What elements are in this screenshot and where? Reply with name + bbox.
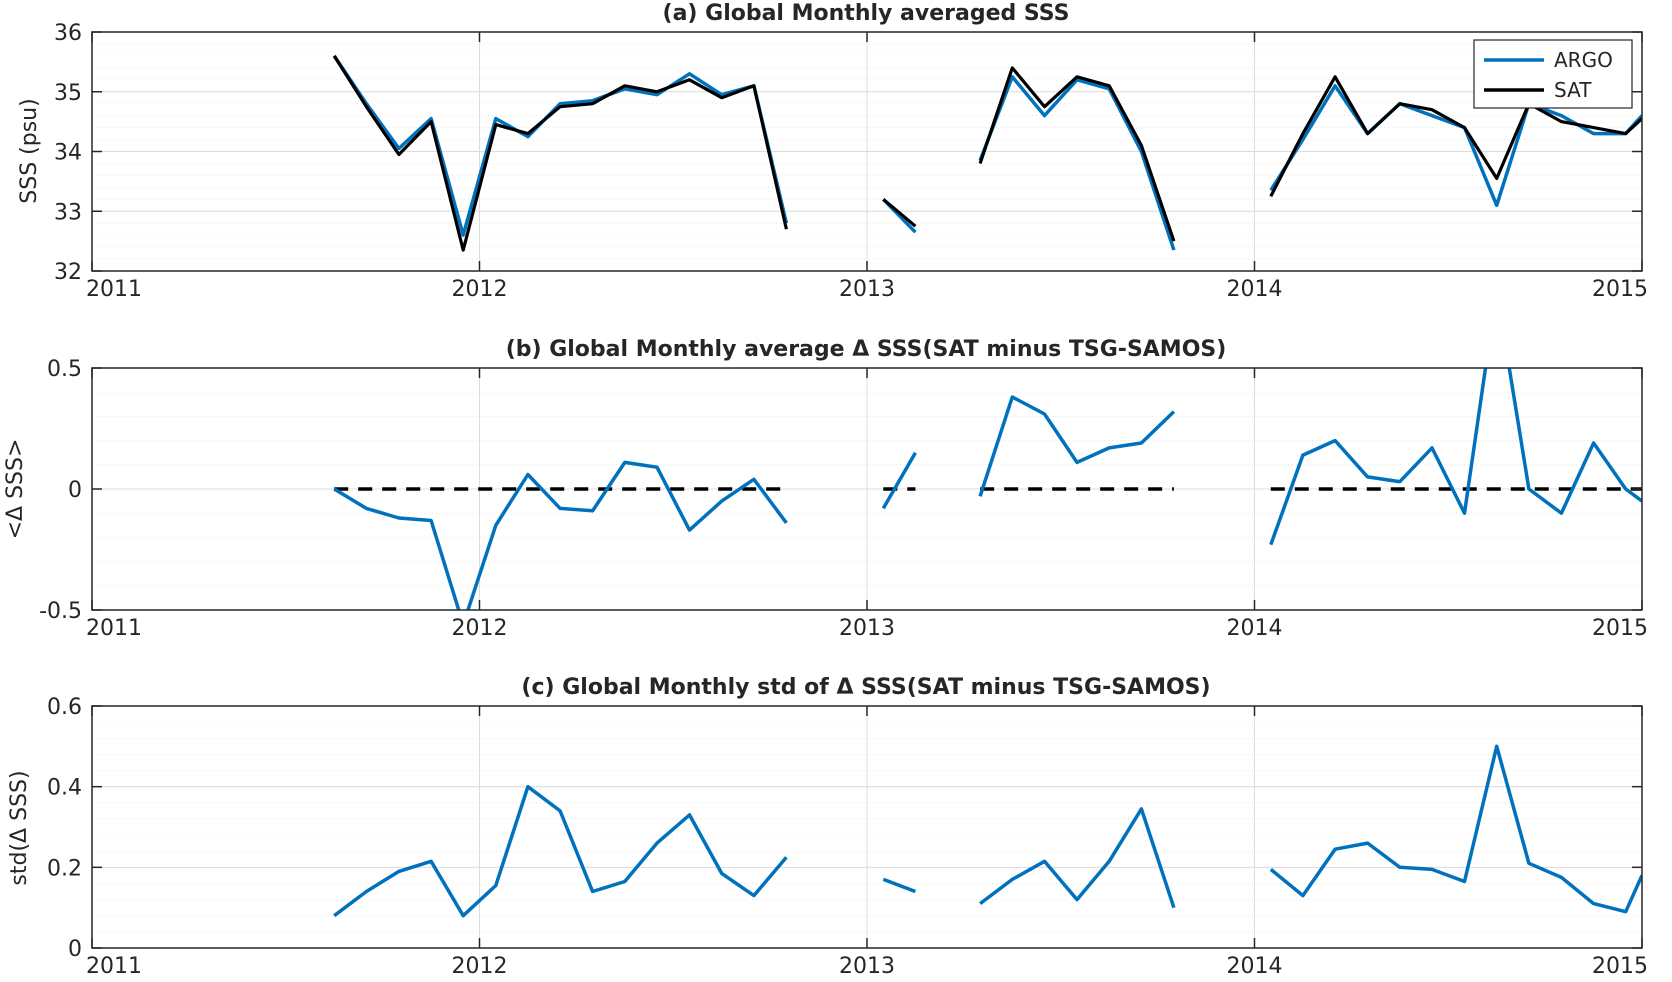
panel-b-ytick-label: 0.5 (47, 357, 82, 382)
panel-a-sat-line (978, 66, 1176, 242)
panel-a-sat-line (1269, 75, 1642, 198)
panel-b-series-line (881, 451, 917, 510)
panel-a-argo-line (332, 54, 789, 237)
panel-b: (b) Global Monthly average Δ SSS(SAT min… (3, 337, 1648, 641)
panel-a-xtick-label: 2013 (839, 277, 895, 302)
panel-b-xtick-label: 2013 (839, 616, 895, 641)
panel-a-series-sat (332, 55, 1642, 252)
panel-c-title: (c) Global Monthly std of Δ SSS(SAT minu… (521, 675, 1210, 700)
panel-a-argo-line (978, 75, 1176, 251)
panel-a-legend-box (1473, 39, 1633, 109)
panel-b-xtick-label: 2015 (1592, 616, 1648, 641)
panel-c: (c) Global Monthly std of Δ SSS(SAT minu… (7, 675, 1648, 979)
panel-c-ytick-label: 0 (68, 937, 82, 962)
panel-a-series-argo (332, 54, 1642, 251)
panel-a-ytick-label: 36 (54, 21, 82, 46)
panel-a-xtick-label: 2011 (86, 277, 142, 302)
panel-a-sat-line (882, 198, 917, 228)
panel-b-series-line (333, 460, 788, 610)
panel-a-xtick-label: 2015 (1592, 277, 1648, 302)
panel-b-ytick-label: 0 (68, 478, 82, 503)
panel-b-xtick-label: 2012 (452, 616, 508, 641)
panel-a: (a) Global Monthly averaged SSS SSS (psu… (17, 1, 1648, 302)
panel-c-series-line (1269, 744, 1642, 914)
panel-c-xtick-label: 2012 (452, 954, 508, 979)
panel-a-grid (91, 31, 1643, 272)
panel-c-xtick-label: 2014 (1227, 954, 1283, 979)
panel-a-xtick-label: 2014 (1227, 277, 1283, 302)
panel-c-series-series (333, 744, 1642, 918)
panel-a-ytick-label: 33 (54, 200, 82, 225)
panel-c-series-line (333, 784, 788, 918)
panel-b-series-series (333, 368, 1642, 610)
panel-a-legend-label-sat: SAT (1554, 78, 1592, 102)
panel-a-xtick-label: 2012 (452, 277, 508, 302)
panel-a-title: (a) Global Monthly averaged SSS (663, 1, 1070, 26)
panel-b-series-line (978, 395, 1176, 497)
panel-a-legend-label-argo: ARGO (1554, 48, 1613, 72)
panel-b-ytick-label: -0.5 (39, 599, 82, 624)
panel-a-legend: ARGO SAT (1473, 39, 1633, 109)
panel-b-grid (91, 367, 1643, 611)
panel-c-ytick-label: 0.4 (47, 776, 82, 801)
panel-c-ytick-label: 0.2 (47, 856, 82, 881)
panel-a-ytick-label: 35 (54, 81, 82, 106)
panel-b-ylabel: <Δ SSS> (3, 439, 28, 540)
panel-c-ytick-label: 0.6 (47, 695, 82, 720)
panel-c-series-line (979, 807, 1176, 909)
panel-b-title: (b) Global Monthly average Δ SSS(SAT min… (506, 337, 1227, 362)
panel-a-sat-line (332, 55, 788, 252)
panel-c-xtick-label: 2011 (86, 954, 142, 979)
panel-c-xtick-label: 2013 (839, 954, 895, 979)
panel-a-ylabel: SSS (psu) (17, 98, 42, 203)
panel-c-ylabel: std(Δ SSS) (7, 770, 32, 885)
panel-b-xtick-label: 2011 (86, 616, 142, 641)
panel-c-series-line (882, 877, 917, 894)
panel-b-xtick-label: 2014 (1227, 616, 1283, 641)
panel-c-xtick-label: 2015 (1592, 954, 1648, 979)
panel-a-ytick-label: 32 (54, 260, 82, 285)
panel-c-grid (91, 705, 1643, 949)
panel-b-series-line (1269, 368, 1642, 546)
panel-a-ytick-label: 34 (54, 141, 82, 166)
